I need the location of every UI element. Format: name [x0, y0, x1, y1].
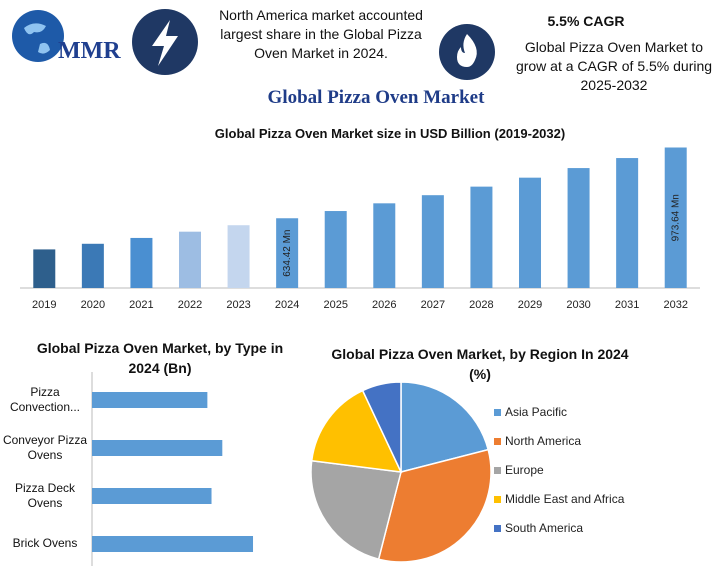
- x-tick-label: 2024: [275, 299, 299, 311]
- bar: [92, 488, 212, 504]
- main-title: Global Pizza Oven Market: [268, 87, 486, 108]
- bar: [276, 218, 299, 288]
- x-tick-label: 2029: [518, 299, 542, 311]
- legend-label: South America: [505, 521, 583, 535]
- bar: [179, 231, 201, 288]
- logo-text: MMR: [58, 38, 121, 64]
- cagr-note: Global Pizza Oven Market to grow at a CA…: [515, 39, 713, 93]
- bar: [421, 195, 444, 288]
- bar: [33, 249, 56, 288]
- cagr-title: 5.5% CAGR: [547, 13, 624, 29]
- bar: [470, 186, 493, 288]
- x-tick-label: 2026: [372, 299, 396, 311]
- bar: [373, 203, 396, 288]
- category-label: Pizza Convection...: [9, 385, 81, 414]
- bar: [567, 168, 590, 288]
- x-tick-label: 2023: [226, 299, 250, 311]
- logo-land: [24, 23, 50, 54]
- bar: [92, 440, 223, 456]
- lightning-bolt: [152, 20, 178, 66]
- bar: [92, 392, 208, 408]
- bar: [519, 177, 541, 288]
- chart-title: Global Pizza Oven Market, by Type in 202…: [36, 340, 284, 376]
- x-tick-label: 2025: [323, 299, 347, 311]
- bar: [616, 158, 639, 288]
- x-tick-label: 2019: [32, 299, 56, 311]
- x-tick-label: 2031: [615, 299, 639, 311]
- x-tick-label: 2032: [663, 299, 687, 311]
- x-tick-label: 2030: [566, 299, 590, 311]
- bar: [227, 225, 250, 288]
- legend-swatch: [494, 467, 501, 474]
- bar: [664, 147, 687, 288]
- pie-slice: [310, 389, 403, 473]
- value-label: 973.64 Mn: [670, 194, 681, 241]
- x-tick-label: 2027: [421, 299, 445, 311]
- logo-globe: [12, 10, 64, 62]
- bar: [130, 237, 153, 288]
- pie-slice: [400, 381, 490, 473]
- legend-label: Europe: [505, 463, 544, 477]
- chart-title: Global Pizza Oven Market size in USD Bil…: [214, 126, 566, 141]
- x-tick-label: 2022: [178, 299, 202, 311]
- bar: [92, 536, 254, 552]
- category-label: Pizza Deck Ovens: [14, 481, 76, 510]
- category-label: Conveyor Pizza Ovens: [2, 433, 88, 462]
- left-note: North America market accounted largest s…: [219, 7, 423, 61]
- legend-swatch: [494, 438, 501, 445]
- legend-swatch: [494, 525, 501, 532]
- category-label: Brick Ovens: [12, 536, 78, 550]
- bar: [324, 211, 347, 288]
- x-tick-label: 2021: [129, 299, 153, 311]
- legend-label: Middle East and Africa: [505, 492, 625, 506]
- value-label: 634.42 Mn: [282, 229, 293, 276]
- legend-label: North America: [505, 434, 581, 448]
- x-tick-label: 2020: [81, 299, 105, 311]
- bar: [81, 243, 104, 288]
- legend-swatch: [494, 409, 501, 416]
- chart-title: Global Pizza Oven Market, by Region In 2…: [331, 346, 629, 382]
- flame: [457, 34, 477, 67]
- pie-slice: [361, 381, 402, 473]
- x-tick-label: 2028: [469, 299, 493, 311]
- pie-slice: [377, 448, 492, 563]
- pie-slice: [310, 459, 402, 561]
- legend-label: Asia Pacific: [505, 405, 567, 419]
- legend-swatch: [494, 496, 501, 503]
